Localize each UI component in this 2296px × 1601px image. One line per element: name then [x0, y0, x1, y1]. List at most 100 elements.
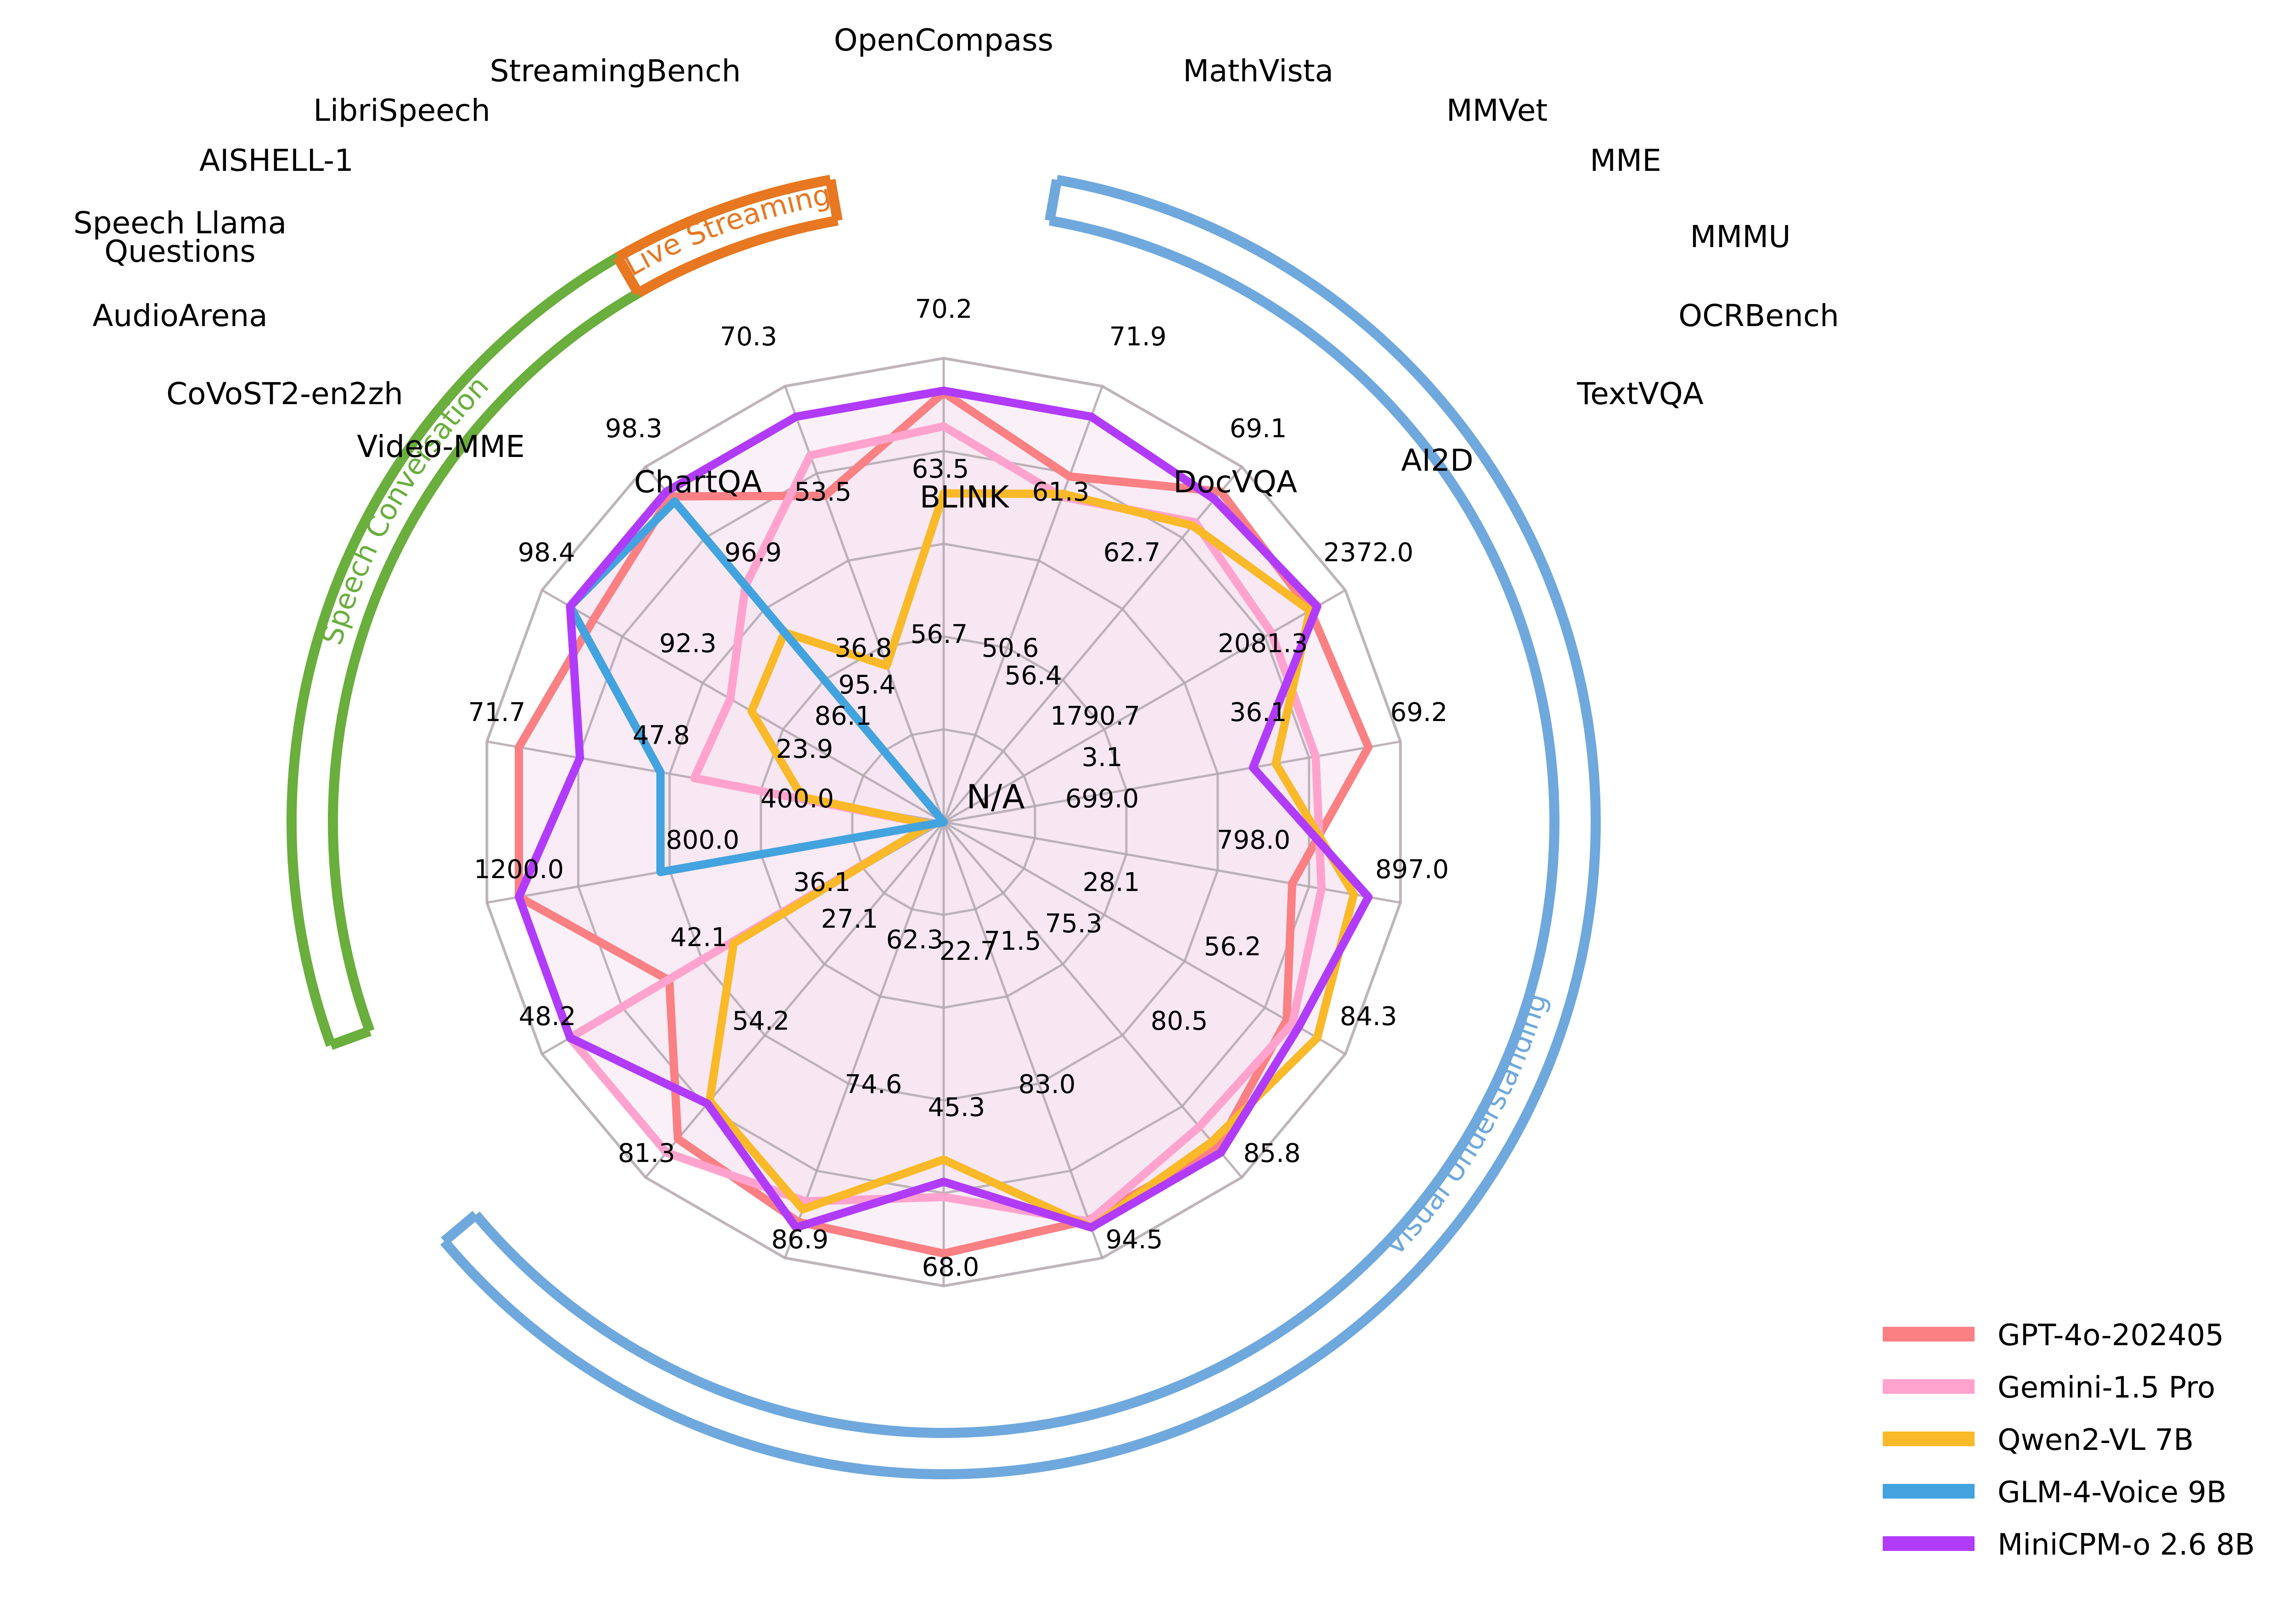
grid-spoke — [943, 589, 1346, 823]
center-na-annotation: N/A — [966, 778, 1024, 816]
data-value-label: 94.5 — [1106, 1225, 1163, 1255]
data-value-label: 71.7 — [468, 698, 526, 727]
legend-swatch-1[interactable] — [1883, 1379, 1975, 1394]
data-value-label: 36.8 — [835, 633, 892, 663]
data-value-label: 84.3 — [1340, 1002, 1397, 1032]
axis-label-speech-llama: Speech Llama — [73, 205, 287, 241]
data-value-label: 61.3 — [1032, 477, 1090, 507]
axis-label-ai2d: AI2D — [1401, 443, 1473, 478]
legend-swatch-2[interactable] — [1883, 1432, 1975, 1446]
data-value-label: 800.0 — [666, 825, 739, 855]
series-line-2 — [705, 489, 1358, 1232]
group-arc-cap — [441, 1211, 479, 1246]
data-value-label: 71.9 — [1109, 322, 1167, 352]
data-value-label: 50.6 — [982, 633, 1039, 663]
axis-label-audioarena: AudioArena — [92, 298, 267, 333]
data-value-label: 80.5 — [1151, 1006, 1208, 1036]
data-value-label: 83.0 — [1019, 1070, 1076, 1099]
legend-swatch-3[interactable] — [1883, 1484, 1975, 1499]
group-arc-live-streaming — [636, 215, 838, 298]
axis-label-mmvet: MMVet — [1446, 93, 1548, 128]
legend[interactable]: GPT-4o-202405 Gemini-1.5 Pro Qwen2-VL 7B GL… — [1883, 1319, 2255, 1562]
data-value-label: 48.2 — [519, 1002, 576, 1032]
axis-label-aishell-1: AISHELL-1 — [199, 143, 354, 178]
grid-spoke — [644, 821, 945, 1178]
data-value-label: 56.7 — [911, 620, 968, 649]
grid-spoke — [942, 386, 1103, 823]
axis-label-mmmu: MMMU — [1690, 219, 1790, 254]
group-arc-visual-understanding-outer — [440, 175, 1601, 1479]
data-value-label: 23.9 — [776, 734, 833, 764]
data-value-label: 69.1 — [1230, 414, 1287, 444]
data-value-label: 897.0 — [1375, 855, 1449, 885]
legend-label-2[interactable]: Qwen2-VL 7B — [1998, 1423, 2194, 1457]
data-value-label: 98.3 — [605, 414, 663, 444]
data-value-label: 47.8 — [633, 721, 690, 750]
data-value-label: 86.1 — [815, 701, 872, 731]
polar-grid — [485, 356, 1402, 1288]
data-value-label: 62.7 — [1103, 538, 1161, 568]
group-arc-live-streaming — [615, 175, 832, 262]
data-value-label: 36.1 — [1230, 698, 1287, 727]
legend-label-3[interactable]: GLM-4-Voice 9B — [1998, 1476, 2227, 1510]
series-lines — [515, 386, 1373, 1258]
grid-spoke — [784, 822, 945, 1258]
data-value-label: 68.0 — [922, 1252, 979, 1282]
legend-swatch-4[interactable] — [1883, 1536, 1975, 1551]
axis-category-labels: OpenCompass MathVista MMVet MME MMMU OCRBench… — [73, 23, 1839, 515]
data-value-label: 53.5 — [794, 477, 852, 507]
data-value-label: 75.3 — [1045, 909, 1103, 939]
axis-label-opencompass: OpenCompass — [834, 23, 1053, 58]
legend-swatch-0[interactable] — [1883, 1327, 1975, 1342]
legend-label-0[interactable]: GPT-4o-202405 — [1998, 1319, 2224, 1353]
data-value-label: 71.5 — [984, 926, 1041, 956]
data-value-label: 69.2 — [1390, 698, 1448, 727]
group-arc-cap — [329, 1026, 371, 1050]
grid-spoke — [943, 740, 1401, 823]
data-value-label: 96.9 — [725, 538, 782, 568]
series-line-4 — [515, 386, 1373, 1232]
data-value-label: 81.3 — [618, 1139, 675, 1168]
axis-label-streamingbench: StreamingBench — [490, 53, 741, 89]
data-value-label: 2372.0 — [1323, 538, 1413, 568]
axis-label-blink: BLINK — [920, 479, 1010, 515]
axis-label-textvqa: TextVQA — [1576, 376, 1704, 412]
data-value-label: 28.1 — [1083, 868, 1140, 897]
legend-label-1[interactable]: Gemini-1.5 Pro — [1998, 1371, 2215, 1405]
data-value-label: 699.0 — [1065, 784, 1139, 814]
axis-label-librispeech: LibriSpeech — [313, 93, 490, 128]
series-line-1 — [566, 422, 1326, 1226]
legend-label-4[interactable]: MiniCPM-o 2.6 8B — [1998, 1528, 2255, 1562]
axis-label-covost2-en2zh: CoVoST2-en2zh — [166, 376, 403, 412]
data-value-label: 45.3 — [928, 1093, 985, 1122]
data-value-label: 1200.0 — [474, 855, 564, 885]
group-arc-visual-understanding — [472, 215, 1559, 1438]
data-value-label: 400.0 — [760, 784, 834, 814]
data-value-label: 98.4 — [518, 538, 575, 568]
data-value-label: 42.1 — [670, 923, 728, 953]
data-value-label: 70.2 — [915, 294, 973, 324]
axis-label-mme: MME — [1590, 143, 1661, 178]
data-value-label: 56.4 — [1005, 661, 1062, 691]
data-value-label: 22.7 — [940, 936, 997, 966]
data-value-label: 95.4 — [838, 670, 896, 700]
axis-label-ocrbench: OCRBench — [1678, 298, 1839, 333]
data-value-label: 1790.7 — [1050, 701, 1140, 731]
data-value-label: 56.2 — [1204, 932, 1261, 962]
data-value-label: 54.2 — [732, 1006, 790, 1036]
data-value-label: 798.0 — [1217, 825, 1290, 855]
axis-label-mathvista: MathVista — [1183, 53, 1334, 89]
grid-spoke — [942, 822, 1103, 1258]
group-arc-cap — [613, 254, 643, 296]
data-value-label: 36.1 — [793, 868, 851, 897]
axis-label-video-mme: Video-MME — [357, 429, 525, 464]
grid-spoke — [541, 589, 945, 823]
data-value-label: 86.9 — [771, 1225, 829, 1255]
grid-spoke — [943, 821, 1346, 1055]
series-line-3 — [566, 497, 948, 876]
data-value-label: 2081.3 — [1218, 629, 1308, 659]
data-value-label: 70.3 — [720, 322, 777, 352]
data-value-label: 63.5 — [912, 454, 969, 484]
